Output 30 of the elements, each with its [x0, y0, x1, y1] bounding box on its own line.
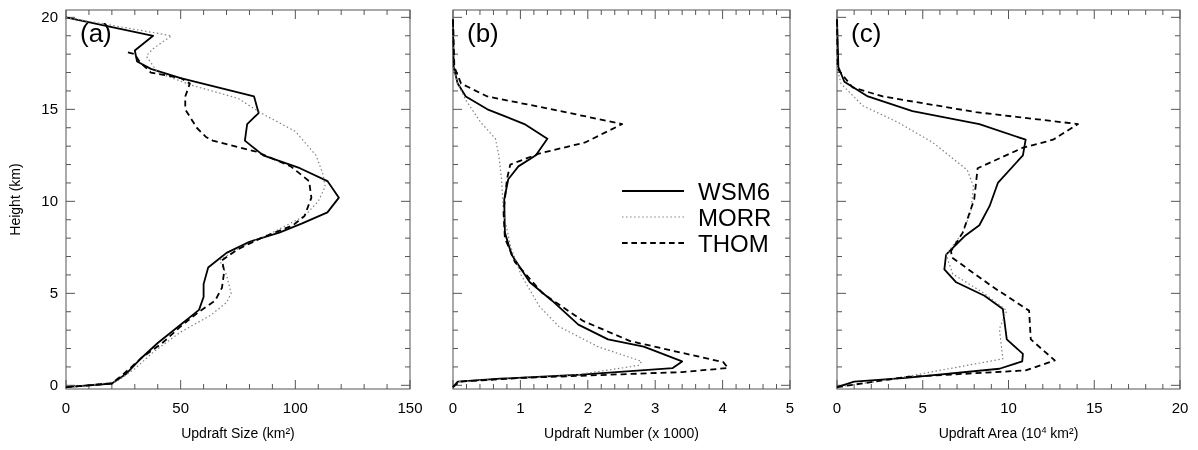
- legend-label: THOM: [698, 230, 769, 257]
- x-tick-label: 0: [448, 399, 458, 416]
- x-axis-title: Updraft Area (10$^{4}$ km²): [938, 425, 1079, 441]
- x-tick-label: 2: [583, 399, 592, 416]
- y-tick-label: 0: [49, 376, 58, 394]
- x-tick-label: 50: [172, 399, 190, 416]
- annotation: (c): [851, 18, 882, 48]
- x-tick-label: 15: [1085, 399, 1103, 416]
- y-axis-title: Height (km): [7, 163, 23, 236]
- legend-label: MORR: [698, 204, 772, 231]
- annotation: (b): [467, 18, 499, 48]
- x-tick-label: 4: [718, 399, 727, 416]
- y-tick-label: 10: [41, 192, 58, 210]
- x-tick-label: 100: [282, 399, 308, 416]
- annotation: (a): [80, 18, 112, 48]
- y-tick-label: 15: [41, 100, 58, 118]
- x-tick-label: 150: [397, 399, 423, 416]
- x-tick-label: 10: [1000, 399, 1017, 416]
- x-tick-label: 5: [785, 399, 795, 416]
- y-tick-label: 20: [41, 8, 58, 26]
- x-tick-label: 0: [832, 399, 842, 416]
- legend-label: WSM6: [698, 178, 770, 205]
- x-tick-label: 5: [918, 399, 927, 416]
- x-axis-title: Updraft Size (km²): [181, 425, 295, 441]
- x-tick-label: 20: [1171, 399, 1189, 416]
- x-axis-title: Updraft Number (x 1000): [544, 425, 699, 441]
- x-tick-label: 3: [651, 399, 660, 416]
- y-tick-label: 5: [49, 284, 58, 302]
- x-tick-label: 1: [516, 399, 525, 416]
- x-tick-label: 0: [61, 399, 71, 416]
